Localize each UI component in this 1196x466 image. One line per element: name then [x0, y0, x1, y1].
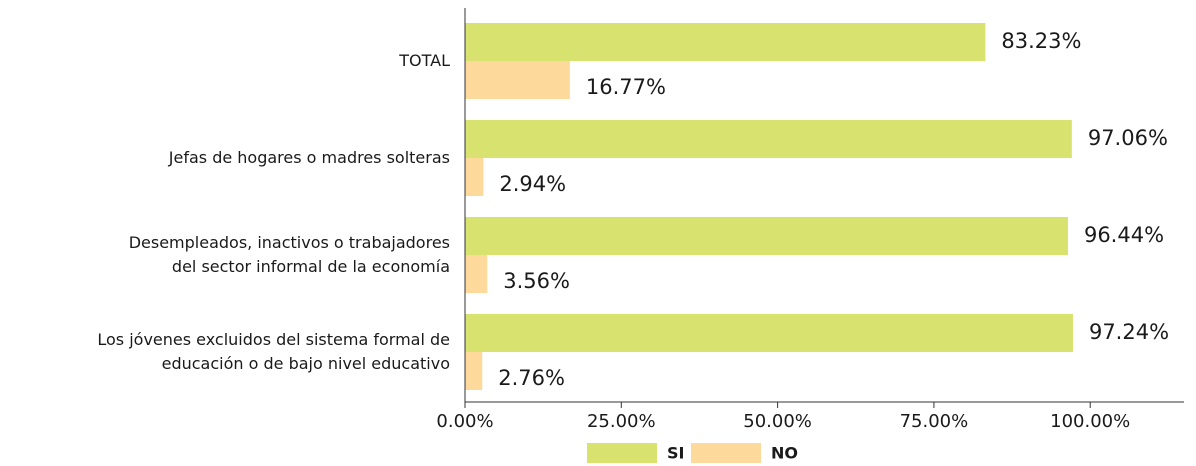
value-label: 16.77%	[586, 75, 666, 99]
value-label: 3.56%	[503, 269, 570, 293]
x-tick-label: 75.00%	[900, 411, 969, 432]
bar	[465, 158, 484, 196]
bar	[465, 352, 483, 390]
x-tick-label: 25.00%	[587, 411, 656, 432]
value-label: 83.23%	[1001, 29, 1081, 53]
legend-label: NO	[771, 444, 798, 463]
x-tick-label: 50.00%	[743, 411, 812, 432]
value-label: 97.06%	[1088, 126, 1168, 150]
bar	[465, 314, 1073, 352]
value-label: 2.76%	[498, 366, 565, 390]
category-label: TOTAL	[398, 51, 450, 70]
bar	[465, 217, 1068, 255]
category-label: Los jóvenes excluidos del sistema formal…	[97, 330, 450, 373]
category-label: Desempleados, inactivos o trabajadores de…	[129, 233, 450, 276]
legend-swatch	[691, 443, 761, 463]
value-label: 2.94%	[499, 172, 566, 196]
bar	[465, 61, 570, 99]
value-label: 97.24%	[1089, 320, 1169, 344]
value-label: 96.44%	[1084, 223, 1164, 247]
bar	[465, 23, 986, 61]
category-label: Jefas de hogares o madres solteras	[168, 148, 450, 167]
bar	[465, 120, 1072, 158]
legend-label: SI	[667, 444, 684, 463]
bar	[465, 255, 488, 293]
legend-swatch	[587, 443, 657, 463]
x-tick-label: 0.00%	[436, 411, 493, 432]
x-tick-label: 100.00%	[1050, 411, 1130, 432]
